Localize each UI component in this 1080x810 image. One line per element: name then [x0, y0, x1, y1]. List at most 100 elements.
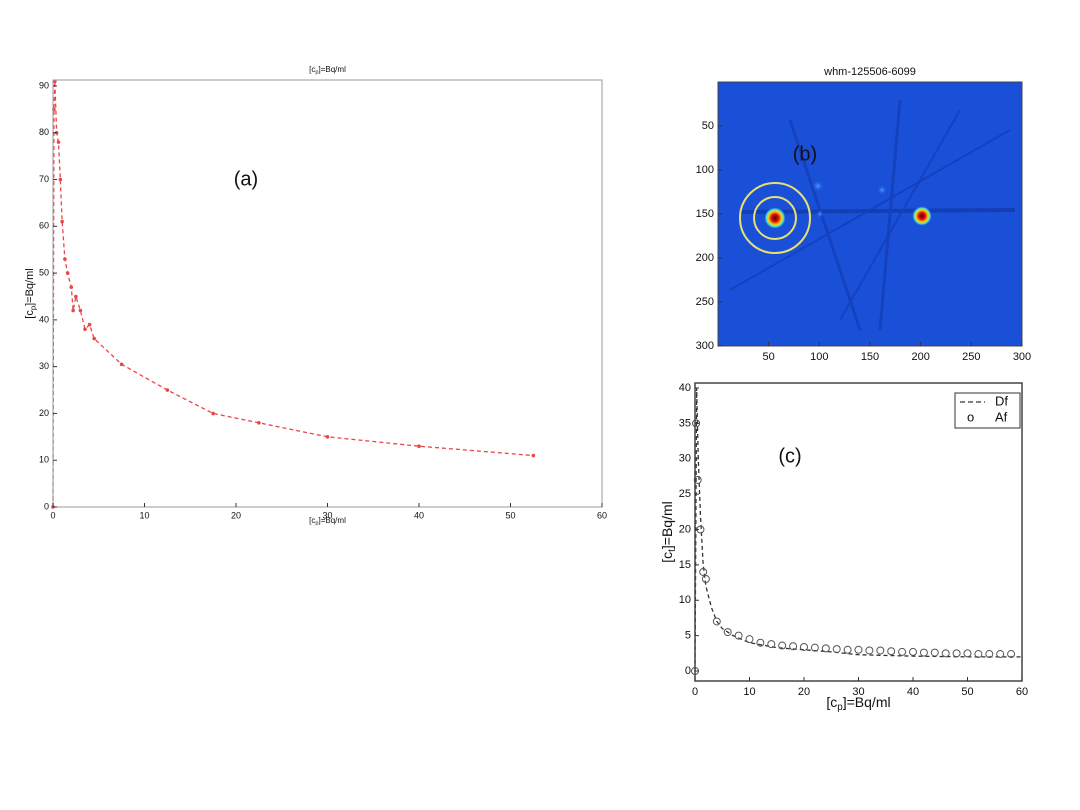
image-panel — [718, 82, 1022, 346]
y-tick-label: 20 — [679, 523, 691, 535]
image-texture — [729, 99, 1016, 331]
x-tick-label: 30 — [852, 686, 864, 698]
data-point — [58, 177, 63, 182]
data-circle — [692, 419, 701, 428]
data-circle — [821, 644, 830, 653]
y-tick-label: 50 — [39, 267, 49, 277]
data-circle — [930, 648, 939, 657]
x-tick-label: 40 — [414, 510, 424, 520]
data-point — [71, 308, 75, 313]
data-line — [694, 387, 1022, 672]
y-tick-label: 50 — [702, 120, 714, 132]
y-tick-label: 10 — [39, 455, 49, 465]
y-axis-label: [ct]=Bq/ml — [659, 501, 678, 562]
data-point — [119, 362, 124, 367]
x-tick-label: 10 — [139, 510, 149, 520]
data-circle — [789, 642, 798, 651]
x-tick-label: 150 — [861, 351, 879, 363]
y-tick-label: 0 — [44, 501, 49, 511]
data-point — [69, 285, 74, 289]
y-axis-label-part: [c — [659, 552, 675, 563]
data-circle — [974, 650, 983, 659]
data-circle — [701, 575, 710, 584]
faint-spot — [877, 185, 887, 195]
y-axis-label-part: [c — [24, 310, 36, 319]
y-tick-label: 90 — [39, 80, 49, 90]
annotation: (a) — [234, 168, 258, 190]
legend-label: Af — [995, 409, 1008, 424]
x-axis-label: [cp]=Bq/ml — [309, 516, 346, 527]
data-circle — [767, 640, 776, 649]
x-tick-label: 0 — [50, 510, 55, 520]
data-circle — [909, 647, 917, 656]
data-point — [325, 435, 330, 439]
data-circle — [723, 628, 732, 637]
chart-title: whm-125506-6099 — [823, 66, 916, 78]
data-point — [74, 294, 78, 299]
image-background — [718, 82, 1022, 346]
y-tick-label: 25 — [679, 488, 691, 500]
x-tick-label: 50 — [961, 686, 973, 698]
data-point — [63, 257, 67, 261]
data-circle — [734, 631, 743, 640]
y-tick-label: 150 — [696, 208, 714, 220]
data-circle — [996, 650, 1005, 659]
roi-circle — [739, 182, 811, 254]
data-circle — [832, 645, 841, 654]
data-circle — [985, 650, 994, 659]
data-point — [531, 453, 536, 458]
y-tick-label: 35 — [679, 417, 691, 429]
chart-title-sub: p — [315, 70, 318, 76]
data-point — [83, 327, 87, 332]
y-tick-label: 15 — [679, 559, 691, 571]
y-axis-label-sub: p — [28, 306, 37, 310]
y-tick-label: 100 — [696, 164, 714, 176]
y-tick-label: 40 — [679, 382, 691, 394]
x-tick-label: 50 — [505, 510, 515, 520]
hot-spot — [912, 206, 932, 226]
data-circle — [843, 645, 852, 654]
faint-spot — [812, 180, 824, 192]
data-circle — [712, 617, 721, 626]
y-axis-label-part: ]=Bq/ml — [24, 268, 36, 306]
x-tick-label: 40 — [907, 686, 919, 698]
data-point — [257, 421, 261, 425]
x-tick-label: 20 — [798, 686, 810, 698]
y-tick-label: 30 — [39, 361, 49, 371]
data-point — [56, 140, 61, 144]
y-tick-label: 60 — [39, 221, 49, 231]
hot-spot — [764, 207, 786, 229]
data-circle — [898, 647, 907, 656]
x-axis-label-part: [c — [309, 516, 315, 525]
x-tick-label: 60 — [597, 510, 607, 520]
x-tick-label: 20 — [231, 510, 241, 520]
data-circle — [800, 642, 808, 651]
y-tick-label: 10 — [679, 594, 691, 606]
x-axis-label-part: [c — [826, 694, 837, 710]
faint-spot — [816, 210, 824, 218]
y-tick-label: 300 — [696, 340, 714, 352]
x-axis-label-part: ]=Bq/ml — [319, 516, 347, 525]
x-axis-label-sub: p — [315, 521, 318, 527]
data-circle — [963, 649, 972, 658]
x-axis-label: [cp]=Bq/ml — [826, 694, 890, 713]
chart-title: [cp]=Bq/ml — [309, 65, 346, 76]
data-circle — [756, 638, 765, 647]
y-axis-label-part: ]=Bq/ml — [659, 501, 675, 549]
legend-marker: o — [967, 409, 974, 424]
data-point — [417, 444, 421, 448]
plot-frame — [52, 79, 603, 508]
x-tick-label: 10 — [743, 686, 755, 698]
data-circle — [745, 635, 754, 644]
data-circle — [854, 645, 863, 654]
data-circle — [810, 643, 819, 652]
x-tick-label: 30 — [322, 510, 332, 520]
x-axis-label-part: ]=Bq/ml — [843, 694, 891, 710]
x-tick-label: 60 — [1016, 686, 1028, 698]
y-tick-label: 20 — [39, 408, 49, 418]
data-line — [52, 81, 534, 508]
y-tick-label: 200 — [696, 252, 714, 264]
x-tick-label: 0 — [692, 686, 698, 698]
